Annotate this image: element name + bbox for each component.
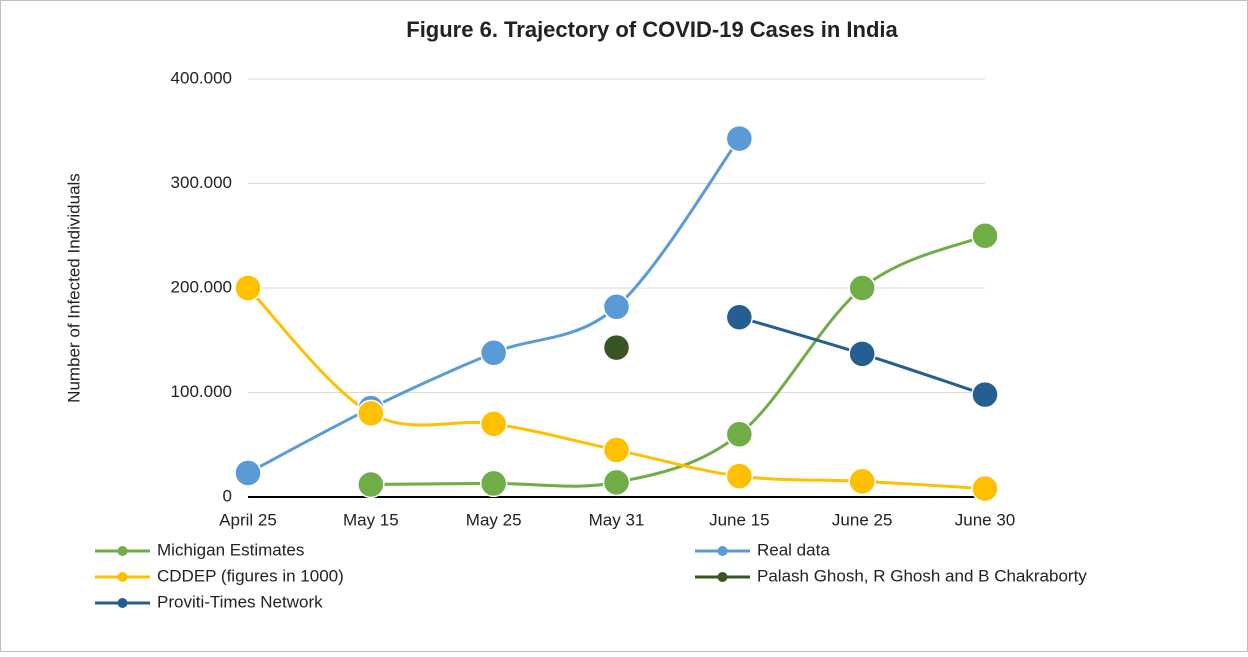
data-point [479, 339, 508, 367]
data-point [234, 274, 262, 302]
data-point [602, 436, 631, 464]
legend-label: Palash Ghosh, R Ghosh and B Chakraborty [757, 566, 1087, 585]
y-tick-label: 100.000 [171, 382, 232, 401]
data-point [971, 474, 999, 503]
data-point [971, 222, 999, 250]
x-tick-label: May 25 [466, 510, 522, 529]
data-point [234, 459, 262, 487]
legend-label: Michigan Estimates [157, 540, 304, 559]
legend-marker [717, 546, 728, 556]
x-tick-label: May 31 [589, 510, 645, 529]
x-tick-label: May 15 [343, 510, 399, 529]
data-point [602, 468, 631, 497]
data-point [725, 462, 754, 490]
data-point [848, 467, 876, 496]
data-point [602, 333, 631, 362]
legend-marker [117, 598, 128, 608]
x-tick-label: June 30 [955, 510, 1016, 529]
data-point [848, 340, 876, 368]
data-point [848, 274, 876, 302]
y-tick-label: 400.000 [171, 68, 232, 87]
data-point [971, 380, 999, 409]
legend-label: Real data [757, 540, 830, 559]
data-point [357, 399, 385, 428]
legend-marker [117, 572, 128, 582]
y-axis-label: Number of Infected Individuals [64, 173, 83, 403]
data-point [725, 420, 754, 449]
legend-label: CDDEP (figures in 1000) [157, 566, 344, 585]
y-tick-label: 200.000 [171, 277, 232, 296]
data-point [479, 469, 508, 498]
x-tick-label: June 25 [832, 510, 893, 529]
data-point [725, 124, 754, 153]
y-tick-label: 0 [223, 486, 232, 505]
chart-title: Figure 6. Trajectory of COVID-19 Cases i… [406, 17, 898, 42]
legend-marker [717, 572, 728, 582]
y-tick-label: 300.000 [171, 173, 232, 192]
x-tick-label: April 25 [219, 510, 277, 529]
data-point [479, 410, 508, 438]
data-point [602, 293, 631, 321]
data-point [725, 303, 754, 332]
data-point [357, 470, 385, 499]
legend-label: Proviti-Times Network [157, 592, 323, 611]
legend-marker [117, 546, 128, 556]
x-tick-label: June 15 [709, 510, 770, 529]
